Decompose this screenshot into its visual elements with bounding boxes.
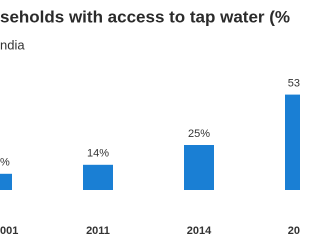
x-tick-label: 2011 <box>86 225 110 237</box>
x-tick-label: 20 <box>288 225 300 237</box>
value-label: 14% <box>87 148 109 160</box>
value-label: 25% <box>188 128 210 140</box>
bar <box>285 94 300 190</box>
value-label: % <box>0 157 10 169</box>
bar <box>83 164 113 190</box>
chart-title: seholds with access to tap water (% <box>0 7 290 26</box>
bar <box>184 145 214 190</box>
x-tick-label: 001 <box>0 225 18 237</box>
value-label: 53 <box>288 78 300 90</box>
chart-subtitle: ndia <box>0 37 25 52</box>
x-tick-label: 2014 <box>187 225 212 237</box>
chart: seholds with access to tap water (% ndia… <box>0 7 300 237</box>
bar <box>0 173 12 190</box>
